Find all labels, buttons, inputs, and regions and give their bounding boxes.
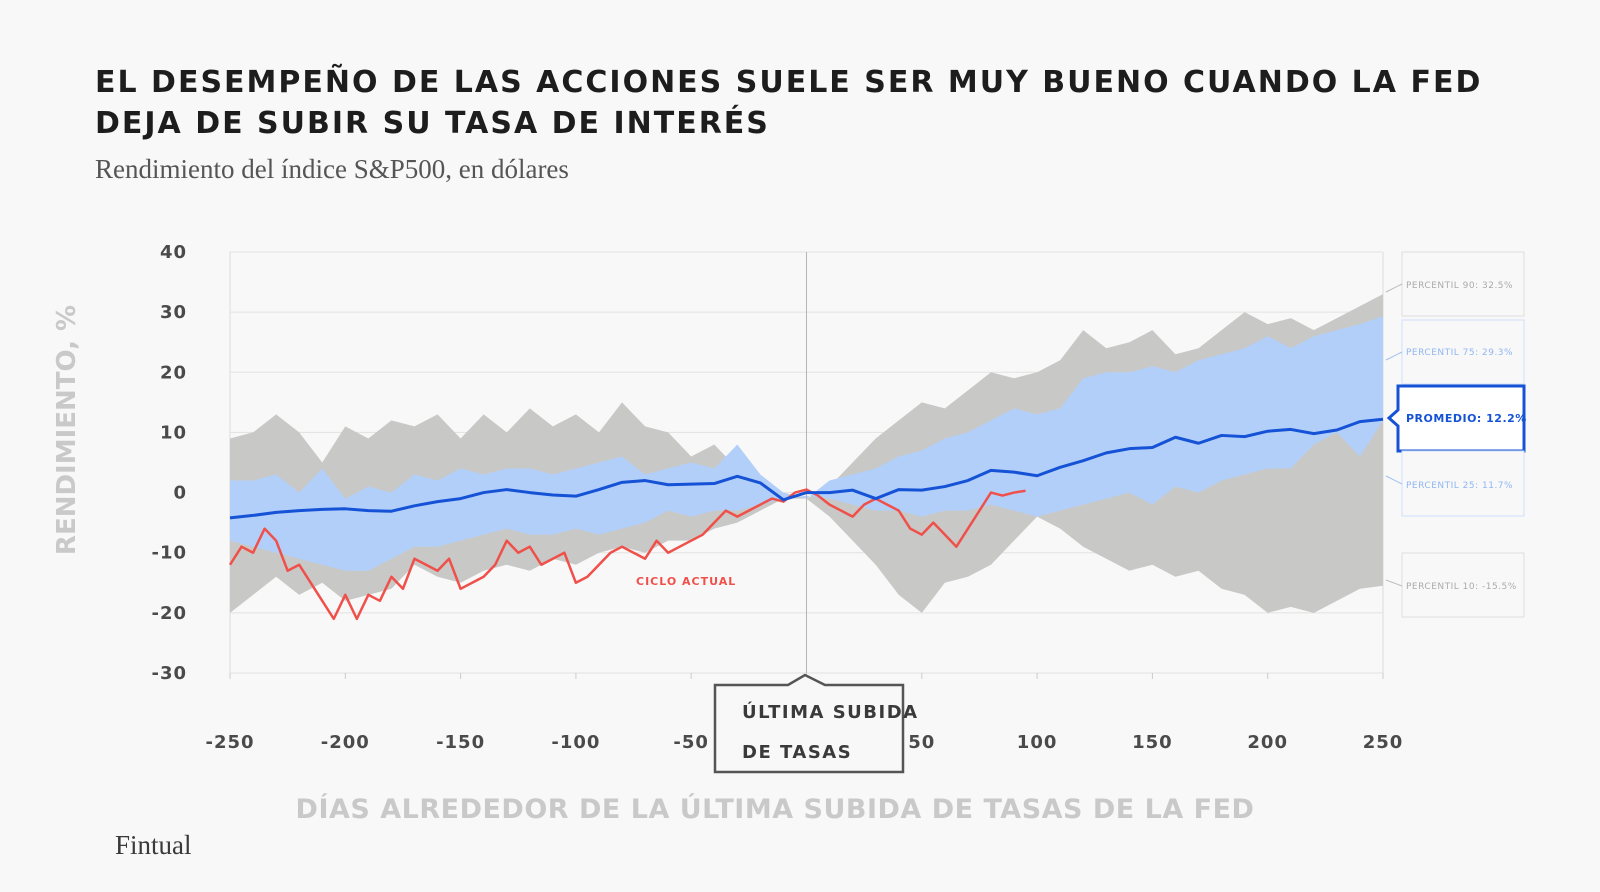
last-hike-annotation: ÚLTIMA SUBIDA DE TASAS — [713, 673, 919, 774]
x-tick-label: -250 — [205, 732, 254, 753]
legend-p10: PERCENTIL 10: -15.5% — [1406, 582, 1517, 592]
legend-p75: PERCENTIL 75: 29.3% — [1406, 348, 1513, 358]
y-tick-label: -20 — [151, 603, 187, 624]
y-tick-label: 20 — [160, 362, 187, 383]
chart-subtitle: Rendimiento del índice S&P500, en dólare… — [95, 154, 569, 184]
percentile-bands — [230, 252, 1383, 673]
x-tick-label: 150 — [1132, 732, 1173, 753]
x-tick-label: -50 — [673, 732, 709, 753]
x-tick-label: 200 — [1247, 732, 1288, 753]
chart-title: EL DESEMPEÑO DE LAS ACCIONES SUELE SER M… — [95, 65, 1483, 141]
legend-p25: PERCENTIL 25: 11.7% — [1406, 481, 1513, 491]
x-tick-label: -150 — [436, 732, 485, 753]
legend-p90: PERCENTIL 90: 32.5% — [1406, 281, 1513, 291]
x-tick-label: 250 — [1363, 732, 1404, 753]
series-lines — [228, 417, 1384, 621]
y-tick-label: -30 — [151, 663, 187, 684]
y-tick-label: 40 — [160, 242, 187, 263]
y-axis-ticks: 40 30 20 10 0 -10 -20 -30 — [151, 242, 187, 684]
x-axis-ticks: -250 -200 -150 -100 -50 50 100 150 200 250 — [205, 732, 1404, 753]
annotation-label-line1: ÚLTIMA SUBIDA — [742, 701, 919, 723]
y-tick-label: 0 — [173, 483, 187, 504]
series-mean — [229, 417, 1384, 520]
x-axis-title: DÍAS ALREDEDOR DE LA ÚLTIMA SUBIDA DE TA… — [296, 793, 1255, 825]
y-tick-label: 30 — [160, 302, 187, 323]
x-tick-label: 100 — [1017, 732, 1058, 753]
x-tick-label: -100 — [551, 732, 600, 753]
x-tick-label: 50 — [908, 732, 935, 753]
band-p10-p90 — [230, 294, 1383, 613]
y-tick-label: -10 — [151, 543, 187, 564]
legend-boxes: PERCENTIL 90: 32.5% PERCENTIL 75: 29.3% … — [1385, 251, 1527, 618]
band-p25-p75 — [230, 316, 1383, 571]
x-tick-label: -200 — [321, 732, 370, 753]
series-current-cycle — [228, 488, 1026, 621]
brand-logo: Fintual — [115, 830, 192, 860]
legend-mean: PROMEDIO: 12.2% — [1406, 412, 1527, 425]
y-axis-title: RENDIMIENTO, % — [52, 305, 82, 555]
y-tick-label: 10 — [160, 422, 187, 443]
current-cycle-label: CICLO ACTUAL — [636, 575, 736, 588]
annotation-label-line2: DE TASAS — [742, 742, 852, 763]
